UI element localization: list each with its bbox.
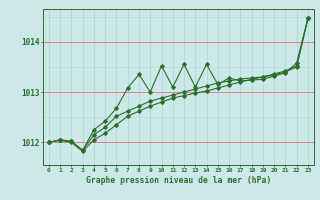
X-axis label: Graphe pression niveau de la mer (hPa): Graphe pression niveau de la mer (hPa) [86,176,271,185]
